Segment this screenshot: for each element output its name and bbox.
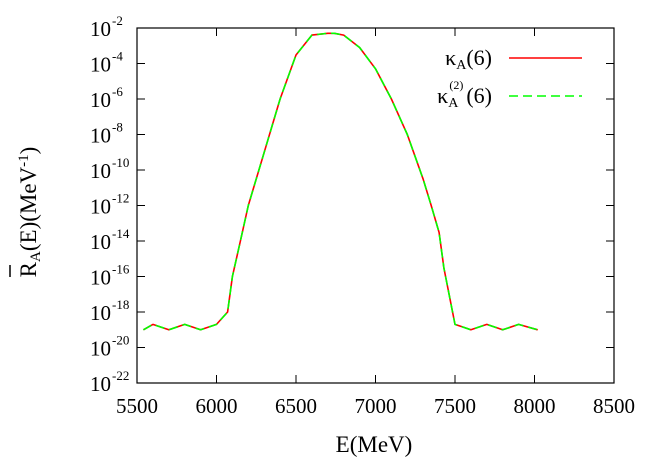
y-tick-label: 10 bbox=[90, 195, 111, 219]
y-tick-exponent: -18 bbox=[112, 297, 129, 312]
y-tick-label: 10 bbox=[90, 53, 111, 77]
x-axis-label: E(MeV) bbox=[336, 432, 413, 457]
y-tick-exponent: -22 bbox=[112, 368, 129, 383]
x-tick-label: 6500 bbox=[275, 394, 317, 418]
legend: κA(6) κA(2) (6) bbox=[437, 45, 582, 111]
series-layer bbox=[143, 32, 538, 331]
y-tick-label: 10 bbox=[90, 337, 111, 361]
x-tick-label: 6000 bbox=[196, 394, 238, 418]
legend-label-series-2: κA(2) (6) bbox=[437, 78, 492, 111]
y-tick-exponent: -2 bbox=[112, 13, 123, 28]
y-tick-exponent: -6 bbox=[112, 84, 123, 99]
y-tick-exponent: -14 bbox=[112, 226, 130, 241]
y-axis-label-base: R bbox=[16, 261, 41, 277]
x-tick-label: 5500 bbox=[116, 394, 158, 418]
x-tick-label: 8500 bbox=[593, 394, 635, 418]
y-tick-label: 10 bbox=[90, 159, 111, 183]
y-axis-label-mid: (E)(MeV bbox=[16, 166, 41, 251]
y-tick-exponent: -12 bbox=[112, 191, 129, 206]
plot-frame bbox=[136, 27, 615, 384]
y-tick-label: 10 bbox=[90, 17, 111, 41]
y-tick-label: 10 bbox=[90, 230, 111, 254]
y-axis-label-end: ) bbox=[16, 147, 41, 155]
y-tick-label: 10 bbox=[90, 266, 111, 290]
x-tick-label: 8000 bbox=[514, 394, 556, 418]
y-tick-exponent: -20 bbox=[112, 333, 129, 348]
x-tick-labels: 5500 6000 6500 7000 7500 8000 8500 bbox=[116, 394, 635, 418]
y-tick-exponent: -4 bbox=[112, 49, 123, 64]
y-tick-label: 10 bbox=[90, 88, 111, 112]
y-tick-exponent: -16 bbox=[112, 262, 130, 277]
y-axis-label-sub: A bbox=[28, 251, 44, 262]
series-line-2 bbox=[143, 32, 538, 331]
legend-label-series-1: κA(6) bbox=[445, 45, 492, 73]
x-tick-label: 7500 bbox=[434, 394, 476, 418]
y-axis-label: RA(E)(MeV-1) bbox=[16, 147, 44, 278]
y-tick-label: 10 bbox=[90, 301, 111, 325]
y-tick-label: 10 bbox=[90, 372, 111, 396]
y-tick-exponent: -8 bbox=[112, 120, 123, 135]
y-tick-label: 10 bbox=[90, 124, 111, 148]
y-axis-label-sup: -1 bbox=[16, 154, 32, 167]
axis-ticks bbox=[136, 27, 615, 384]
y-tick-exponent: -10 bbox=[112, 155, 129, 170]
x-tick-label: 7000 bbox=[355, 394, 397, 418]
series-line-1 bbox=[143, 32, 538, 331]
